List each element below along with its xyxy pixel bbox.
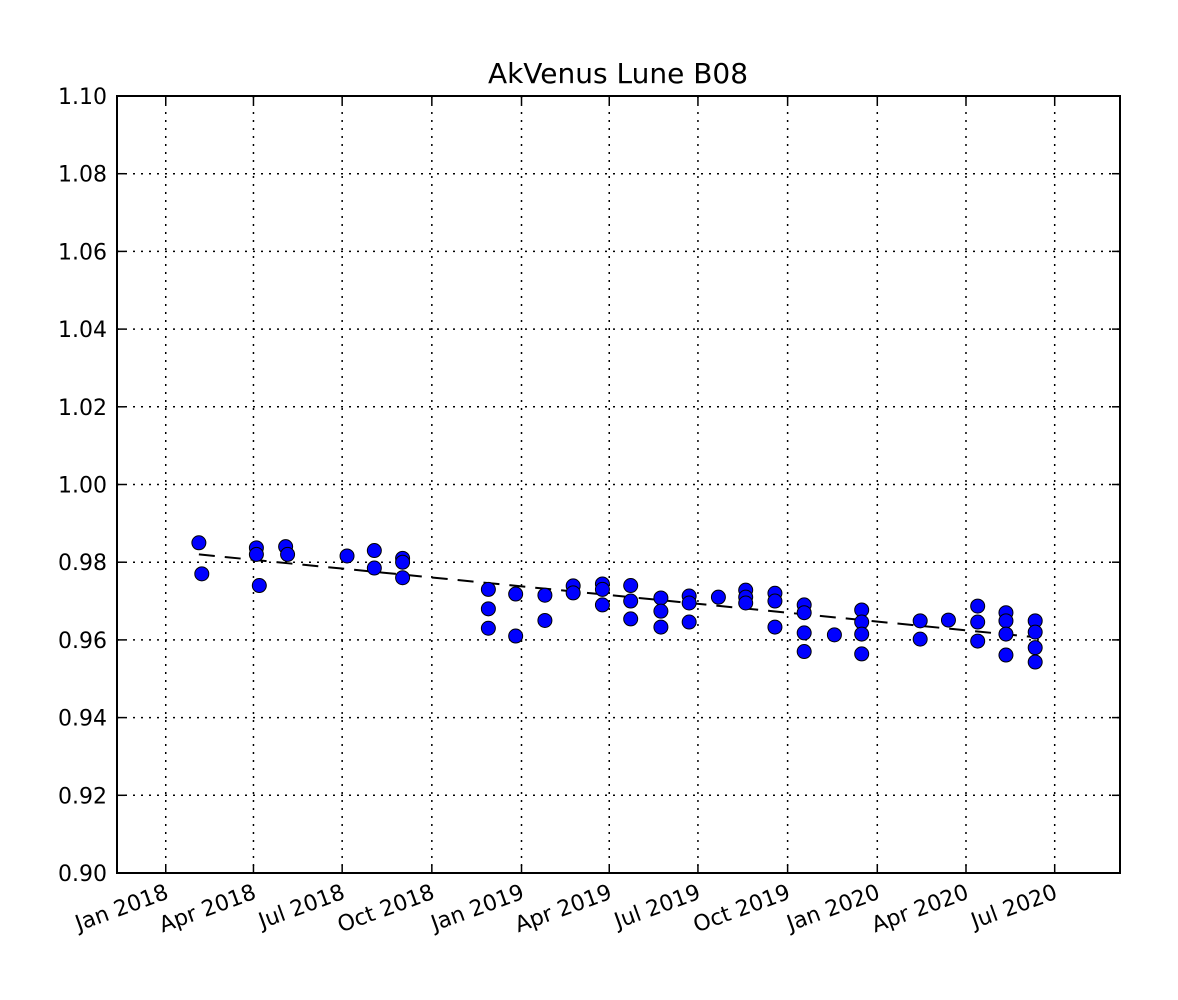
- y-tick-label: 0.90: [58, 862, 107, 887]
- data-point: [681, 595, 697, 611]
- data-point: [738, 595, 754, 611]
- y-tick-label: 1.04: [58, 318, 107, 343]
- y-tick-label: 1.00: [58, 474, 107, 499]
- trend-line-group: [198, 553, 1036, 639]
- data-point: [998, 626, 1014, 642]
- data-point: [280, 546, 296, 562]
- x-tick-label: Apr 2020: [869, 880, 973, 938]
- data-point: [767, 593, 783, 609]
- data-point: [251, 578, 267, 594]
- y-tick-label: 0.94: [58, 707, 107, 732]
- data-point: [395, 554, 411, 570]
- y-tick-label: 1.06: [58, 240, 107, 265]
- data-point: [508, 586, 524, 602]
- data-point: [998, 647, 1014, 663]
- trend-line: [198, 553, 1036, 639]
- data-point: [339, 548, 355, 564]
- y-tick-label: 1.10: [58, 85, 107, 110]
- data-point: [940, 612, 956, 628]
- data-point: [854, 626, 870, 642]
- data-point: [653, 619, 669, 635]
- data-point: [1027, 640, 1043, 656]
- data-point: [796, 605, 812, 621]
- y-tick-label: 0.98: [58, 551, 107, 576]
- data-point: [998, 613, 1014, 629]
- data-points: [191, 535, 1043, 670]
- x-tick-label: Jul 2020: [966, 880, 1061, 935]
- data-point: [826, 627, 842, 643]
- data-point: [366, 560, 382, 576]
- data-point: [480, 581, 496, 597]
- data-point: [194, 566, 210, 582]
- chart-title: AkVenus Lune B08: [488, 57, 748, 90]
- data-point: [565, 585, 581, 601]
- data-point: [1027, 654, 1043, 670]
- data-point: [710, 589, 726, 605]
- data-point: [366, 543, 382, 559]
- x-tick-label: Apr 2019: [512, 880, 616, 938]
- x-tick-label: Jul 2018: [254, 880, 349, 935]
- y-tick-label: 0.96: [58, 629, 107, 654]
- data-point: [594, 597, 610, 613]
- y-tick-label: 1.08: [58, 163, 107, 188]
- data-point: [970, 614, 986, 630]
- plot-frame: [116, 95, 1121, 874]
- data-point: [537, 612, 553, 628]
- data-point: [537, 587, 553, 603]
- data-point: [623, 578, 639, 594]
- data-point: [970, 598, 986, 614]
- data-point: [854, 646, 870, 662]
- x-tick-label: Jul 2019: [609, 880, 704, 935]
- data-point: [912, 631, 928, 647]
- data-point: [191, 535, 207, 551]
- x-tick-label: Apr 2018: [156, 880, 260, 938]
- data-point: [623, 593, 639, 609]
- x-tick-label: Jan 2019: [426, 880, 527, 937]
- data-point: [912, 613, 928, 629]
- data-point: [480, 620, 496, 636]
- data-point: [767, 619, 783, 635]
- data-point: [970, 633, 986, 649]
- data-point: [623, 611, 639, 627]
- y-axis: 0.90 0.92 0.94 0.96 0.98 1.00 1.02 1.04 1.06 1.08…: [58, 85, 1120, 887]
- data-point: [395, 570, 411, 586]
- grid: [117, 95, 1120, 874]
- x-tick-label: Oct 2018: [334, 880, 437, 938]
- data-point: [796, 644, 812, 660]
- y-tick-label: 0.92: [58, 784, 107, 809]
- data-point: [653, 590, 669, 606]
- data-point: [796, 625, 812, 641]
- data-point: [681, 614, 697, 630]
- data-point: [248, 546, 264, 562]
- data-point: [508, 628, 524, 644]
- data-point: [480, 601, 496, 617]
- x-tick-label: Oct 2019: [690, 880, 793, 938]
- y-tick-label: 1.02: [58, 396, 107, 421]
- data-point: [594, 581, 610, 597]
- data-point: [1027, 624, 1043, 640]
- x-tick-label: Jan 2020: [782, 880, 883, 937]
- data-point: [653, 603, 669, 619]
- x-tick-label: Jan 2018: [70, 880, 171, 937]
